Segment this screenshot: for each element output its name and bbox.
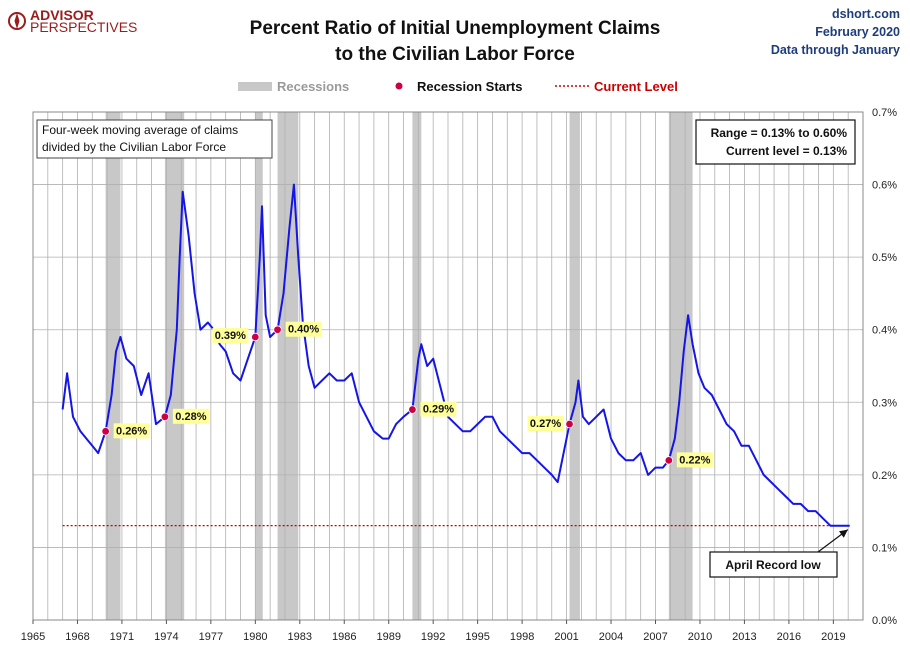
recession-start-label-bg bbox=[113, 423, 150, 439]
callout-text: April Record low bbox=[725, 558, 821, 572]
x-axis: 1965 1968 1971 1974 1977 1980 1983 1986 1989 1992… bbox=[21, 620, 846, 643]
x-tick-label: 2004 bbox=[599, 631, 623, 643]
y-tick-label: 0.1% bbox=[872, 542, 897, 554]
brand-logo: ADVISOR PERSPECTIVES bbox=[8, 7, 137, 35]
recession-start-marker bbox=[273, 325, 282, 334]
callout-box: April Record low bbox=[709, 551, 838, 578]
recession-band bbox=[105, 112, 121, 620]
recession-band bbox=[668, 112, 693, 620]
legend: Recessions Recession Starts Current Leve… bbox=[238, 79, 678, 94]
recession-start-markers: 0.26% 0.28% 0.39% 0.40% 0.29% 0.27% 0.22% bbox=[101, 321, 713, 468]
recession-start-marker bbox=[565, 419, 574, 429]
recession-start: 0.39% bbox=[212, 327, 260, 343]
x-tick-label: 2016 bbox=[777, 631, 801, 643]
chart-title-line2: to the Civilian Labor Force bbox=[335, 44, 575, 65]
current-level-text: Current level = 0.13% bbox=[726, 144, 847, 158]
recession-start: 0.28% bbox=[160, 408, 209, 424]
recession-band bbox=[277, 112, 299, 620]
x-tick-label: 1983 bbox=[288, 631, 312, 643]
x-tick-label: 1974 bbox=[154, 631, 178, 643]
description-note: Four-week moving average of claims divid… bbox=[36, 119, 273, 159]
recession-start-label-bg bbox=[285, 321, 322, 337]
brand-line2: PERSPECTIVES bbox=[30, 19, 137, 35]
recession-start-label: 0.26% bbox=[116, 425, 147, 437]
range-box: Range = 0.13% to 0.60% Current level = 0… bbox=[695, 119, 856, 165]
series-line bbox=[61, 183, 850, 527]
recession-bands bbox=[105, 112, 693, 620]
recession-start: 0.22% bbox=[664, 452, 713, 468]
x-tick-label: 2001 bbox=[554, 631, 578, 643]
x-tick-label: 1992 bbox=[421, 631, 445, 643]
plot-frame bbox=[32, 111, 864, 621]
recession-start-marker bbox=[101, 427, 110, 436]
recession-start-marker bbox=[664, 456, 674, 465]
recession-start-label: 0.39% bbox=[215, 330, 246, 342]
x-tick-label: 2010 bbox=[688, 631, 712, 643]
recession-band bbox=[255, 112, 263, 620]
x-tick-label: 1986 bbox=[332, 631, 356, 643]
description-line1: Four-week moving average of claims bbox=[42, 123, 238, 137]
recession-start-label-bg bbox=[172, 408, 209, 424]
legend-recession-start-marker bbox=[395, 82, 403, 90]
x-tick-label: 1965 bbox=[21, 631, 45, 643]
source-site: dshort.com bbox=[832, 7, 900, 21]
y-tick-label: 0.7% bbox=[872, 107, 897, 119]
recession-start-label: 0.28% bbox=[175, 411, 206, 423]
legend-current-level-label: Current Level bbox=[594, 79, 678, 94]
recession-start-marker bbox=[160, 412, 170, 421]
y-tick-label: 0.5% bbox=[872, 252, 897, 264]
recession-start-marker bbox=[408, 405, 417, 414]
y-tick-label: 0.2% bbox=[872, 470, 897, 482]
recession-start: 0.26% bbox=[101, 423, 150, 439]
source-date: February 2020 bbox=[815, 25, 900, 39]
legend-recession-starts-label: Recession Starts bbox=[417, 79, 523, 94]
callout-arrowhead-icon bbox=[839, 529, 848, 538]
recession-start-marker bbox=[251, 332, 260, 342]
legend-recessions-label: Recessions bbox=[277, 79, 349, 94]
x-tick-label: 2019 bbox=[821, 631, 845, 643]
recession-start-label: 0.29% bbox=[423, 404, 454, 416]
x-tick-label: 2013 bbox=[732, 631, 756, 643]
source-data-through: Data through January bbox=[771, 43, 900, 57]
x-tick-label: 1968 bbox=[65, 631, 89, 643]
chart-title-line1: Percent Ratio of Initial Unemployment Cl… bbox=[250, 18, 661, 39]
recession-band bbox=[164, 112, 185, 620]
compass-needle-icon bbox=[14, 13, 20, 29]
x-tick-label: 1989 bbox=[376, 631, 400, 643]
legend-recession-swatch bbox=[238, 82, 272, 91]
x-tick-label: 1995 bbox=[465, 631, 489, 643]
recession-start: 0.40% bbox=[273, 321, 322, 337]
recession-start-label: 0.27% bbox=[530, 418, 561, 430]
y-tick-label: 0.6% bbox=[872, 180, 897, 192]
recession-start-label: 0.40% bbox=[288, 324, 319, 336]
recession-band bbox=[569, 112, 580, 620]
y-tick-label: 0.0% bbox=[872, 615, 897, 627]
description-line2: divided by the Civilian Labor Force bbox=[42, 140, 226, 154]
recession-start: 0.27% bbox=[527, 416, 574, 432]
y-tick-label: 0.3% bbox=[872, 397, 897, 409]
grid bbox=[33, 112, 863, 620]
x-tick-label: 1998 bbox=[510, 631, 534, 643]
x-tick-label: 2007 bbox=[643, 631, 667, 643]
range-text: Range = 0.13% to 0.60% bbox=[711, 126, 848, 140]
x-tick-label: 1971 bbox=[110, 631, 134, 643]
x-tick-label: 1977 bbox=[199, 631, 223, 643]
y-axis: 0.0% 0.1% 0.2% 0.3% 0.4% 0.5% 0.6% 0.7% bbox=[872, 107, 897, 627]
brand-line1: ADVISOR bbox=[30, 7, 94, 23]
recession-start-label-bg bbox=[420, 401, 457, 417]
recession-start-label-bg bbox=[527, 416, 564, 432]
x-tick-label: 1980 bbox=[243, 631, 267, 643]
recession-start-label-bg bbox=[676, 452, 713, 468]
recession-start: 0.29% bbox=[408, 401, 457, 417]
recession-start-label: 0.22% bbox=[679, 454, 710, 466]
y-tick-label: 0.4% bbox=[872, 325, 897, 337]
recession-start-label-bg bbox=[212, 327, 249, 343]
